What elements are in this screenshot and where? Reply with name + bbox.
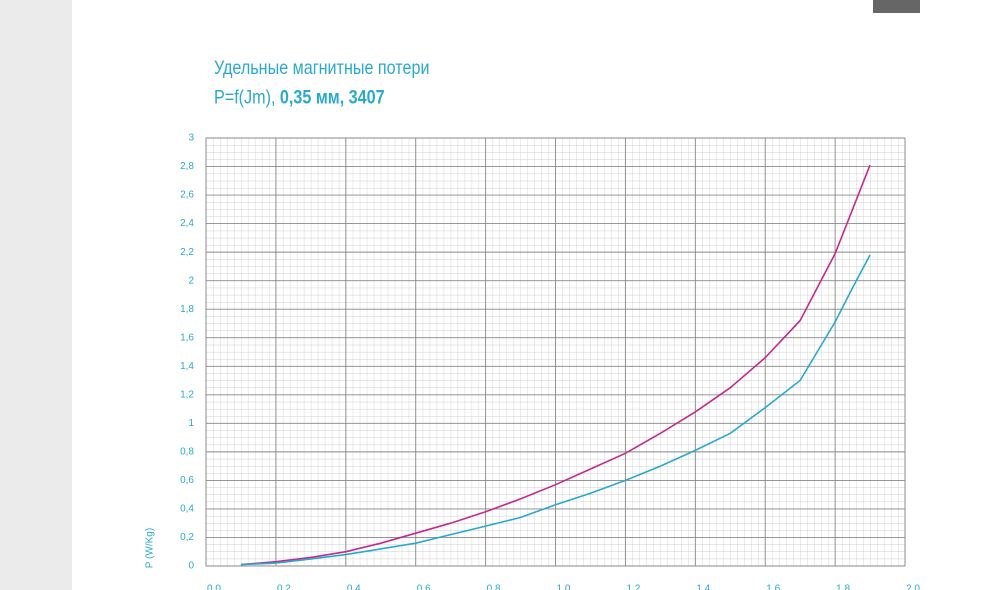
series-line — [240, 254, 871, 566]
x-tick-label: 0,2 — [277, 584, 291, 590]
x-tick-label: 0,8 — [487, 584, 501, 590]
y-tick-label: 0,8 — [180, 447, 194, 458]
series-line — [240, 164, 871, 566]
y-tick-label: 2,8 — [180, 161, 194, 172]
y-tick-label: 1,8 — [180, 304, 194, 315]
x-tick-label: 1,4 — [696, 584, 710, 590]
x-tick-label: 1,6 — [766, 584, 780, 590]
y-tick-label: 1,6 — [180, 332, 194, 343]
x-tick-label: 1,0 — [557, 584, 571, 590]
formula: P=f(Jm), — [214, 86, 275, 108]
y-axis-label: P (W/Kg) — [145, 528, 156, 568]
x-tick-label: 2,0 — [906, 584, 920, 590]
y-tick-label: 0,4 — [180, 504, 194, 515]
y-tick-label: 2,6 — [180, 190, 194, 201]
y-tick-label: 0,2 — [180, 532, 194, 543]
x-tick-label: 1,2 — [626, 584, 640, 590]
spec: 0,35 мм, 3407 — [280, 86, 385, 108]
chart-subtitle: P=f(Jm), 0,35 мм, 3407 — [214, 86, 385, 108]
y-tick-label: 1,2 — [180, 389, 194, 400]
x-tick-label: 0,4 — [347, 584, 361, 590]
x-tick-label: 0,6 — [417, 584, 431, 590]
y-tick-label: 2 — [188, 275, 194, 286]
corner-block — [873, 0, 920, 13]
sidebar — [0, 0, 72, 590]
y-tick-label: 1,4 — [180, 361, 194, 372]
chart-title: Удельные магнитные потери — [214, 57, 429, 79]
y-tick-label: 3 — [188, 133, 194, 144]
y-tick-label: 1 — [188, 418, 194, 429]
x-tick-label: 1,8 — [836, 584, 850, 590]
y-tick-label: 2,2 — [180, 247, 194, 258]
y-tick-label: 2,4 — [180, 218, 194, 229]
y-tick-label: 0 — [188, 561, 194, 572]
y-tick-label: 0,6 — [180, 475, 194, 486]
x-tick-label: 0,0 — [207, 584, 221, 590]
